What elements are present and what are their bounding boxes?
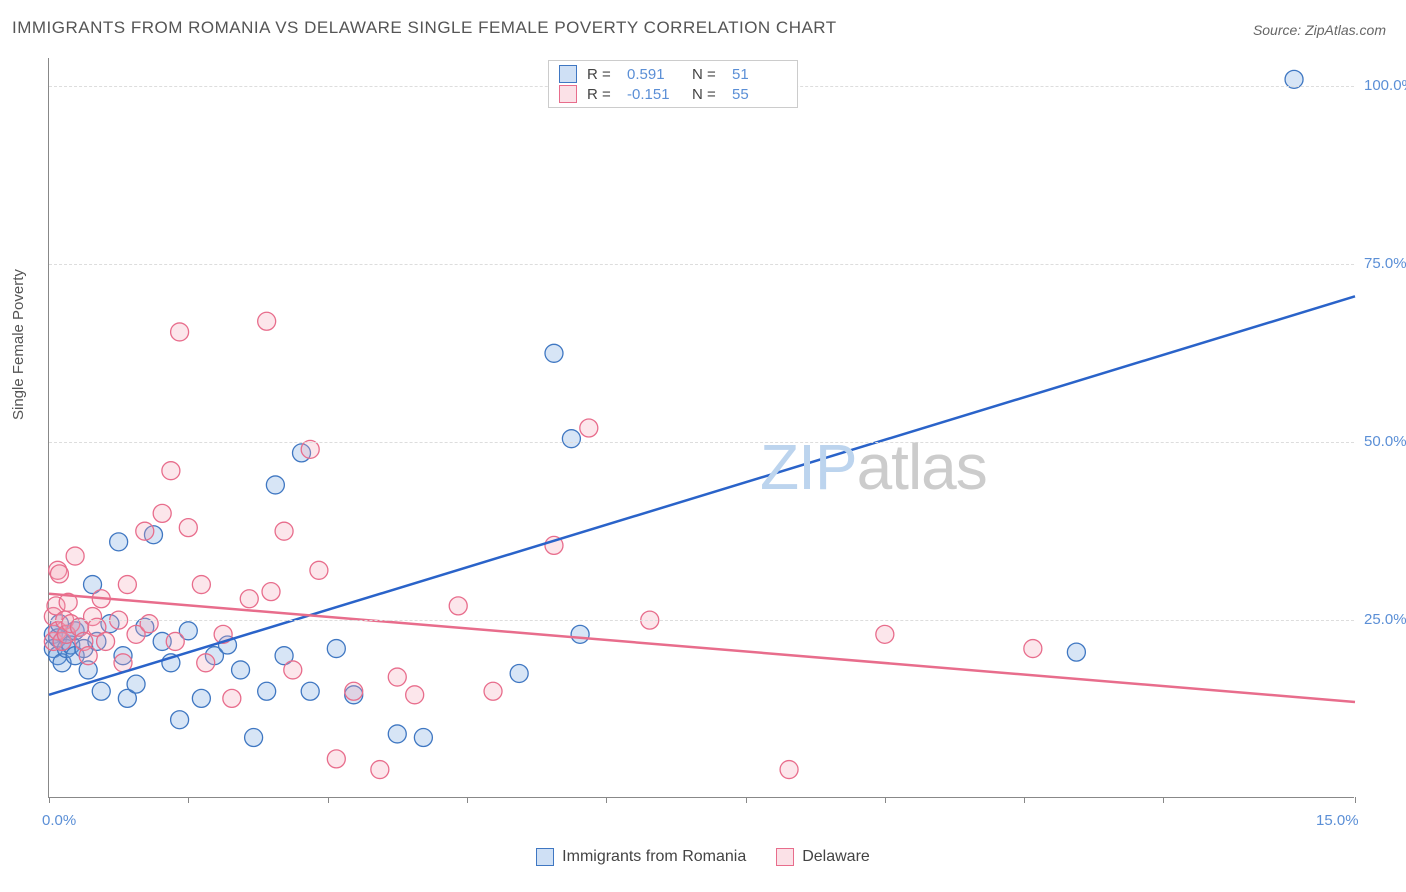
scatter-point: [580, 419, 598, 437]
scatter-point: [192, 689, 210, 707]
x-tick: [1163, 797, 1164, 803]
y-tick-label: 100.0%: [1364, 77, 1406, 94]
scatter-point: [1067, 643, 1085, 661]
legend-label-1: Delaware: [802, 848, 870, 866]
x-tick: [467, 797, 468, 803]
r-value-1: -0.151: [627, 86, 682, 103]
scatter-point: [223, 689, 241, 707]
scatter-point: [388, 668, 406, 686]
scatter-point: [266, 476, 284, 494]
gridline: [49, 264, 1354, 265]
scatter-point: [484, 682, 502, 700]
r-label: R =: [587, 86, 617, 103]
scatter-point: [140, 615, 158, 633]
scatter-svg: [49, 58, 1354, 797]
x-tick: [746, 797, 747, 803]
legend-row-series-1: R = -0.151 N = 55: [559, 85, 787, 103]
n-label: N =: [692, 66, 722, 83]
scatter-point: [118, 576, 136, 594]
scatter-point: [301, 682, 319, 700]
scatter-point: [92, 682, 110, 700]
scatter-point: [876, 625, 894, 643]
x-tick-label-end: 15.0%: [1316, 812, 1359, 829]
scatter-point: [136, 522, 154, 540]
scatter-point: [240, 590, 258, 608]
n-label: N =: [692, 86, 722, 103]
scatter-point: [1024, 640, 1042, 658]
source-attribution: Source: ZipAtlas.com: [1253, 22, 1386, 38]
scatter-point: [171, 323, 189, 341]
x-tick: [188, 797, 189, 803]
scatter-point: [327, 750, 345, 768]
scatter-point: [127, 675, 145, 693]
scatter-point: [171, 711, 189, 729]
scatter-point: [414, 729, 432, 747]
scatter-point: [232, 661, 250, 679]
scatter-point: [192, 576, 210, 594]
legend-swatch-0: [559, 65, 577, 83]
scatter-point: [345, 682, 363, 700]
scatter-point: [284, 661, 302, 679]
chart-container: IMMIGRANTS FROM ROMANIA VS DELAWARE SING…: [0, 0, 1406, 892]
scatter-point: [258, 682, 276, 700]
x-tick-label-start: 0.0%: [42, 812, 76, 829]
scatter-point: [245, 729, 263, 747]
scatter-point: [262, 583, 280, 601]
scatter-point: [406, 686, 424, 704]
trend-line: [49, 296, 1355, 694]
scatter-point: [179, 519, 197, 537]
x-tick: [1024, 797, 1025, 803]
r-label: R =: [587, 66, 617, 83]
x-tick: [1355, 797, 1356, 803]
x-tick: [606, 797, 607, 803]
scatter-point: [388, 725, 406, 743]
legend-label-0: Immigrants from Romania: [562, 848, 746, 866]
scatter-point: [97, 632, 115, 650]
legend-swatch-1: [559, 85, 577, 103]
r-value-0: 0.591: [627, 66, 682, 83]
trend-line: [49, 594, 1355, 702]
y-axis-label: Single Female Poverty: [10, 269, 27, 420]
y-tick-label: 25.0%: [1364, 611, 1406, 628]
scatter-point: [162, 462, 180, 480]
plot-area: [48, 58, 1354, 798]
source-prefix: Source:: [1253, 22, 1305, 38]
y-tick-label: 50.0%: [1364, 433, 1406, 450]
scatter-point: [79, 647, 97, 665]
scatter-point: [275, 522, 293, 540]
scatter-point: [545, 344, 563, 362]
gridline: [49, 442, 1354, 443]
n-value-1: 55: [732, 86, 787, 103]
scatter-point: [449, 597, 467, 615]
n-value-0: 51: [732, 66, 787, 83]
legend-bottom-swatch-1: [776, 848, 794, 866]
scatter-point: [562, 430, 580, 448]
source-name: ZipAtlas.com: [1305, 22, 1386, 38]
scatter-point: [166, 632, 184, 650]
legend-item-0: Immigrants from Romania: [536, 848, 746, 866]
scatter-point: [197, 654, 215, 672]
chart-title: IMMIGRANTS FROM ROMANIA VS DELAWARE SING…: [12, 18, 837, 38]
legend-row-series-0: R = 0.591 N = 51: [559, 65, 787, 83]
scatter-point: [510, 664, 528, 682]
legend-bottom-swatch-0: [536, 848, 554, 866]
series-legend: Immigrants from Romania Delaware: [0, 848, 1406, 866]
scatter-point: [571, 625, 589, 643]
gridline: [49, 620, 1354, 621]
scatter-point: [327, 640, 345, 658]
x-tick: [885, 797, 886, 803]
legend-item-1: Delaware: [776, 848, 870, 866]
scatter-point: [153, 504, 171, 522]
correlation-legend: R = 0.591 N = 51 R = -0.151 N = 55: [548, 60, 798, 108]
scatter-point: [310, 561, 328, 579]
y-tick-label: 75.0%: [1364, 255, 1406, 272]
scatter-point: [258, 312, 276, 330]
scatter-point: [780, 761, 798, 779]
scatter-point: [371, 761, 389, 779]
scatter-point: [66, 547, 84, 565]
x-tick: [49, 797, 50, 803]
scatter-point: [50, 565, 68, 583]
scatter-point: [110, 533, 128, 551]
x-tick: [328, 797, 329, 803]
